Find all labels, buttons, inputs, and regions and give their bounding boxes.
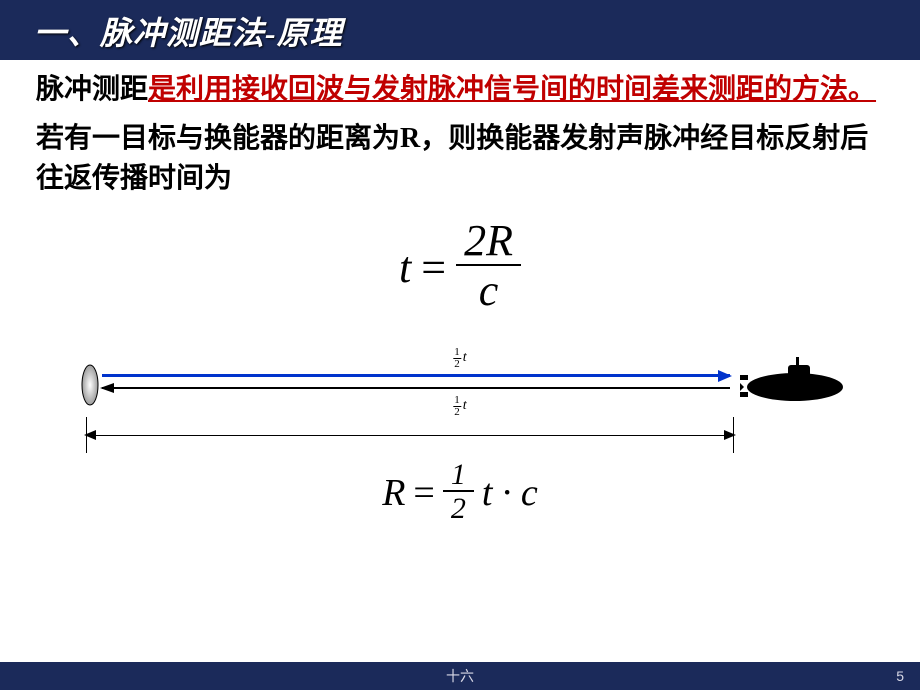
f1-frac: 2R c	[456, 218, 521, 317]
slide: 一、脉冲测距法-原理 脉冲测距是利用接收回波与发射脉冲信号间的时间差来测距的方法…	[0, 0, 920, 690]
range-dimension-line	[86, 435, 734, 436]
f2-frac: 1 2	[443, 459, 474, 527]
page-number: 5	[896, 668, 904, 684]
f1-lhs: t	[399, 242, 411, 293]
transducer-icon	[80, 363, 100, 407]
submarine-icon	[740, 357, 850, 405]
para1-prefix: 脉冲测距	[36, 74, 148, 105]
para1-highlight: 是利用接收回波与发射脉冲信号间的时间差来测距的方法。	[148, 74, 876, 105]
f1-eq: =	[421, 242, 446, 293]
paragraph-1: 脉冲测距是利用接收回波与发射脉冲信号间的时间差来测距的方法。	[36, 70, 884, 111]
footer-bar: 十六 5	[0, 662, 920, 690]
f2-lhs: R	[382, 471, 405, 515]
content-area: 脉冲测距是利用接收回波与发射脉冲信号间的时间差来测距的方法。 若有一目标与换能器…	[0, 60, 920, 662]
f1-den: c	[471, 266, 507, 317]
title-band: 一、脉冲测距法-原理	[0, 0, 920, 60]
f2-num: 1	[443, 459, 474, 493]
return-echo-arrow	[102, 387, 730, 389]
slide-title: 一、脉冲测距法-原理	[34, 15, 343, 51]
formula-t: t = 2R c	[36, 218, 884, 317]
half-t-label-top: 1 2 t	[453, 347, 466, 370]
outgoing-pulse-arrow	[102, 374, 730, 377]
f2-rest: t · c	[482, 471, 538, 515]
half-t-label-bottom: 1 2 t	[453, 395, 466, 418]
f2-eq: =	[413, 471, 434, 515]
paragraph-2: 若有一目标与换能器的距离为R，则换能器发射声脉冲经目标反射后往返传播时间为	[36, 119, 884, 200]
footer-center: 十六	[446, 666, 474, 686]
f2-den: 2	[443, 492, 474, 527]
range-diagram: 1 2 t 1 2 t	[80, 339, 840, 449]
f1-num: 2R	[456, 218, 521, 266]
formula-R: R = 1 2 t · c	[36, 459, 884, 527]
